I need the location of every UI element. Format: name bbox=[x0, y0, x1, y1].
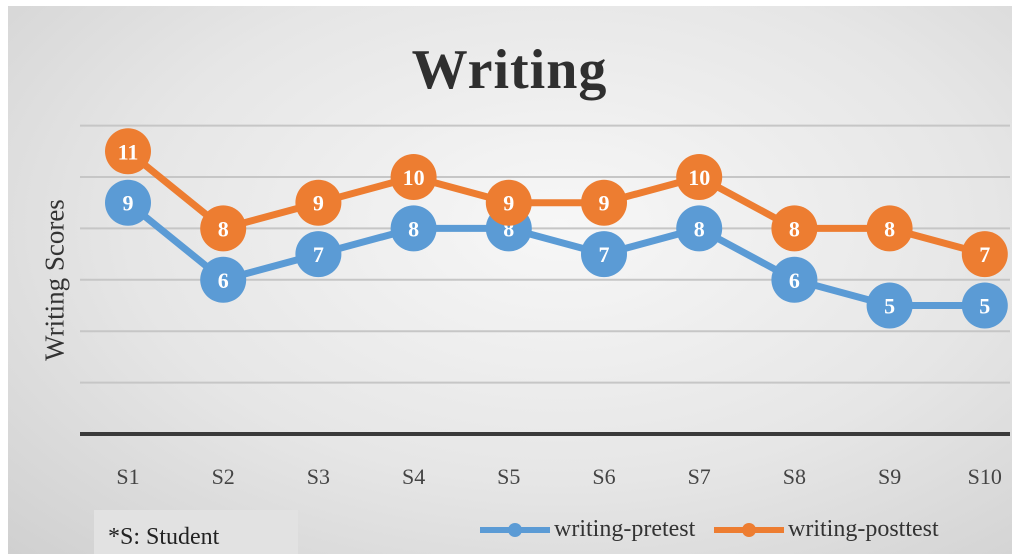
data-point-writing-posttest bbox=[961, 231, 1008, 278]
data-label-writing-pretest: 6 bbox=[218, 268, 229, 293]
x-tick-label: S3 bbox=[307, 464, 330, 489]
series-line-writing-posttest bbox=[125, 148, 986, 258]
data-label-writing-pretest: 5 bbox=[979, 294, 990, 319]
x-tick-label: S9 bbox=[878, 464, 901, 489]
data-point-writing-posttest bbox=[485, 179, 532, 226]
data-label-writing-posttest: 9 bbox=[599, 191, 610, 216]
x-tick-label: S10 bbox=[968, 464, 1002, 489]
data-label-writing-posttest: 8 bbox=[789, 216, 800, 241]
data-point-writing-posttest bbox=[866, 205, 913, 252]
data-label-writing-posttest: 11 bbox=[118, 139, 139, 164]
data-point-writing-posttest bbox=[105, 128, 151, 175]
data-point-writing-pretest bbox=[390, 205, 437, 252]
data-label-writing-posttest: 7 bbox=[979, 242, 990, 267]
data-point-writing-pretest bbox=[581, 231, 627, 278]
data-label-writing-posttest: 8 bbox=[884, 216, 895, 241]
legend-swatch-posttest bbox=[714, 523, 784, 537]
data-point-writing-pretest bbox=[771, 256, 818, 303]
data-label-writing-pretest: 6 bbox=[789, 268, 800, 293]
x-tick-label: S4 bbox=[402, 464, 425, 489]
data-point-writing-posttest bbox=[676, 154, 723, 200]
data-point-writing-pretest bbox=[200, 256, 247, 303]
legend-swatch-pretest bbox=[480, 523, 550, 537]
data-point-writing-posttest bbox=[390, 154, 437, 200]
data-point-writing-pretest bbox=[105, 179, 151, 226]
data-point-writing-pretest bbox=[676, 205, 723, 252]
data-label-writing-posttest: 10 bbox=[403, 165, 425, 190]
series-line-writing-pretest bbox=[125, 199, 985, 309]
data-label-writing-posttest: 9 bbox=[313, 191, 324, 216]
x-tick-label: S2 bbox=[212, 464, 235, 489]
legend-label-posttest: writing-posttest bbox=[788, 516, 939, 542]
legend-label-pretest: writing-pretest bbox=[554, 516, 696, 542]
data-label-writing-posttest: 10 bbox=[688, 165, 710, 190]
x-tick-label: S8 bbox=[783, 464, 806, 489]
data-label-writing-pretest: 8 bbox=[408, 216, 419, 241]
data-label-writing-pretest: 8 bbox=[694, 216, 705, 241]
x-tick-label: S6 bbox=[592, 464, 615, 489]
chart-title: Writing bbox=[411, 39, 608, 101]
data-label-writing-pretest: 5 bbox=[884, 294, 895, 319]
x-tick-label: S5 bbox=[497, 464, 520, 489]
data-label-writing-posttest: 9 bbox=[503, 191, 514, 216]
x-tick-label: S7 bbox=[688, 464, 711, 489]
data-label-writing-pretest: 8 bbox=[503, 216, 514, 241]
data-point-writing-pretest bbox=[295, 231, 342, 278]
footnote-student: *S: Student bbox=[108, 524, 220, 550]
data-point-writing-posttest bbox=[295, 179, 342, 226]
data-point-writing-posttest bbox=[200, 205, 247, 252]
data-point-writing-posttest bbox=[771, 205, 818, 252]
data-label-writing-pretest: 9 bbox=[123, 191, 134, 216]
data-point-writing-pretest bbox=[961, 282, 1008, 329]
x-tick-label: S1 bbox=[116, 464, 139, 489]
data-point-writing-posttest bbox=[581, 179, 627, 226]
data-label-writing-posttest: 8 bbox=[218, 216, 229, 241]
data-label-writing-pretest: 7 bbox=[313, 242, 324, 267]
footnote-box bbox=[94, 510, 298, 554]
data-point-writing-pretest bbox=[866, 282, 913, 329]
data-label-writing-pretest: 7 bbox=[599, 242, 610, 267]
